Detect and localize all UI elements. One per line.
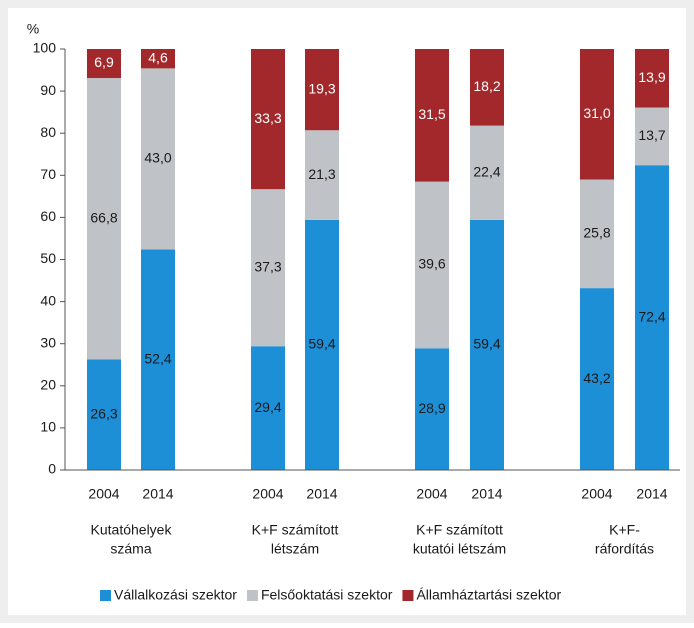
bar-segment xyxy=(470,219,504,470)
bar-segment xyxy=(305,219,339,470)
data-label: 59,4 xyxy=(308,336,335,352)
y-tick-label: 30 xyxy=(40,334,56,350)
y-tick-label: 60 xyxy=(40,208,56,224)
data-label: 31,5 xyxy=(418,106,445,122)
legend-swatch xyxy=(100,590,111,601)
bar-segment xyxy=(635,165,669,471)
data-label: 37,3 xyxy=(254,258,281,274)
bar-segment xyxy=(87,49,121,79)
group-label: száma xyxy=(110,541,151,557)
bar-segment xyxy=(635,107,669,166)
group-label: Kutatóhelyek xyxy=(91,522,173,538)
y-tick-label: 0 xyxy=(48,461,56,477)
bar-segment xyxy=(580,288,614,470)
legend-swatch xyxy=(402,590,414,601)
y-tick-label: 100 xyxy=(33,40,57,56)
bar-segment xyxy=(141,49,175,69)
data-label: 31,0 xyxy=(583,105,610,121)
group-label: K+F számított xyxy=(416,522,503,538)
data-label: 72,4 xyxy=(638,308,665,324)
data-label: 66,8 xyxy=(90,209,117,225)
group-label: kutatói létszám xyxy=(413,541,506,557)
y-tick-label: 20 xyxy=(40,377,56,393)
x-tick-label: 2014 xyxy=(636,486,667,502)
data-label: 13,7 xyxy=(638,127,665,143)
bar-segment xyxy=(305,130,339,220)
bar-segment xyxy=(251,189,285,347)
data-label: 6,9 xyxy=(94,54,114,70)
legend-label: Államháztartási szektor xyxy=(416,587,561,603)
legend-label: Felsőoktatási szektor xyxy=(261,587,393,603)
x-tick-label: 2014 xyxy=(471,486,502,502)
bar-segment xyxy=(251,346,285,470)
legend-label: Vállalkozási szektor xyxy=(114,587,237,603)
y-unit: % xyxy=(27,21,39,37)
y-tick-label: 80 xyxy=(40,124,56,140)
bar-segment xyxy=(415,181,449,349)
data-label: 21,3 xyxy=(308,166,335,182)
data-label: 43,0 xyxy=(144,150,171,166)
group-label: K+F- xyxy=(609,522,640,538)
y-tick-label: 70 xyxy=(40,166,56,182)
data-label: 28,9 xyxy=(418,400,445,416)
legend-swatch xyxy=(246,590,258,601)
group-label: létszám xyxy=(271,541,319,557)
x-tick-label: 2004 xyxy=(581,486,612,502)
data-label: 13,9 xyxy=(638,69,665,85)
bar-segment xyxy=(580,49,614,180)
bar-segment xyxy=(141,68,175,250)
y-tick-label: 50 xyxy=(40,250,56,266)
x-tick-label: 2004 xyxy=(252,486,283,502)
bar-segment xyxy=(251,49,285,190)
x-tick-label: 2014 xyxy=(142,486,173,502)
data-label: 4,6 xyxy=(148,49,168,65)
group-label: K+F számított xyxy=(252,522,339,538)
data-label: 52,4 xyxy=(144,350,171,366)
data-label: 29,4 xyxy=(254,399,281,415)
data-label: 18,2 xyxy=(473,78,500,94)
bar-segment xyxy=(305,49,339,131)
bar-segment xyxy=(415,348,449,470)
bar-segment xyxy=(87,359,121,470)
x-tick-label: 2004 xyxy=(88,486,119,502)
bar-segment xyxy=(635,49,669,108)
data-label: 39,6 xyxy=(418,256,445,272)
group-label: ráfordítás xyxy=(595,541,654,557)
data-label: 33,3 xyxy=(254,110,281,126)
data-label: 43,2 xyxy=(583,370,610,386)
bar-segment xyxy=(87,78,121,360)
bar-segment xyxy=(470,49,504,126)
data-label: 59,4 xyxy=(473,336,500,352)
bar-segment xyxy=(470,125,504,220)
y-tick-label: 90 xyxy=(40,82,56,98)
bar-segment xyxy=(141,249,175,470)
bar-segment xyxy=(580,179,614,289)
data-label: 25,8 xyxy=(583,225,610,241)
y-tick-label: 40 xyxy=(40,292,56,308)
y-tick-label: 10 xyxy=(40,419,56,435)
data-label: 22,4 xyxy=(473,163,500,179)
data-label: 26,3 xyxy=(90,405,117,421)
x-tick-label: 2004 xyxy=(416,486,447,502)
bar-segment xyxy=(415,49,449,182)
x-tick-label: 2014 xyxy=(306,486,337,502)
data-label: 19,3 xyxy=(308,80,335,96)
